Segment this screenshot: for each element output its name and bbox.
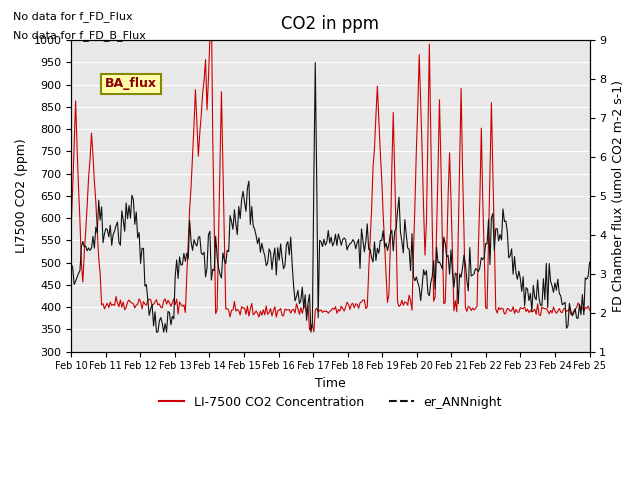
- Y-axis label: FD Chamber flux (umol CO2 m-2 s-1): FD Chamber flux (umol CO2 m-2 s-1): [612, 80, 625, 312]
- Text: No data for f_FD_Flux: No data for f_FD_Flux: [13, 11, 132, 22]
- Legend: LI-7500 CO2 Concentration, er_ANNnight: LI-7500 CO2 Concentration, er_ANNnight: [154, 391, 508, 414]
- Text: No data for f_FD_B_Flux: No data for f_FD_B_Flux: [13, 30, 146, 41]
- Text: BA_flux: BA_flux: [105, 77, 157, 91]
- Title: CO2 in ppm: CO2 in ppm: [282, 15, 380, 33]
- Y-axis label: LI7500 CO2 (ppm): LI7500 CO2 (ppm): [15, 138, 28, 253]
- X-axis label: Time: Time: [315, 377, 346, 390]
